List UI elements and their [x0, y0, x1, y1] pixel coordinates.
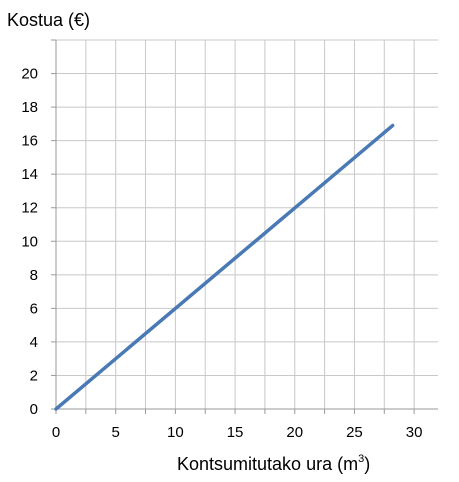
x-axis-title: Kontsumitutako ura (m3) [177, 453, 370, 474]
y-tick-label: 14 [21, 166, 38, 183]
x-tick-label: 20 [286, 424, 303, 441]
y-tick-label: 20 [21, 66, 38, 83]
x-tick-label: 10 [167, 424, 184, 441]
y-axis-title: Kostua (€) [7, 10, 90, 30]
y-tick-label: 2 [30, 367, 38, 384]
series-line [54, 123, 395, 411]
y-tick-label: 4 [30, 334, 38, 351]
x-tick-label: 25 [346, 424, 363, 441]
x-axis-title-main: Kontsumitutako ura (m [177, 454, 358, 474]
x-tick-labels: 0 5 10 15 20 25 30 [52, 424, 423, 441]
axes [51, 39, 438, 414]
y-tick-labels: 0 2 4 6 8 10 12 14 16 18 20 [21, 66, 38, 418]
y-tick-label: 16 [21, 133, 38, 150]
series [54, 123, 395, 411]
y-tick-label: 18 [21, 99, 38, 116]
x-axis-title-suffix: ) [364, 454, 370, 474]
y-tick-label: 6 [30, 300, 38, 317]
x-tick-label: 0 [52, 424, 60, 441]
x-tick-label: 5 [112, 424, 120, 441]
x-tick-label: 15 [227, 424, 244, 441]
x-axis-title-superscript: 3 [358, 453, 364, 465]
x-tick-label: 30 [406, 424, 423, 441]
grid [56, 39, 438, 409]
y-tick-label: 12 [21, 200, 38, 217]
y-tick-label: 10 [21, 233, 38, 250]
y-tick-label: 0 [30, 401, 38, 418]
y-tick-label: 8 [30, 267, 38, 284]
